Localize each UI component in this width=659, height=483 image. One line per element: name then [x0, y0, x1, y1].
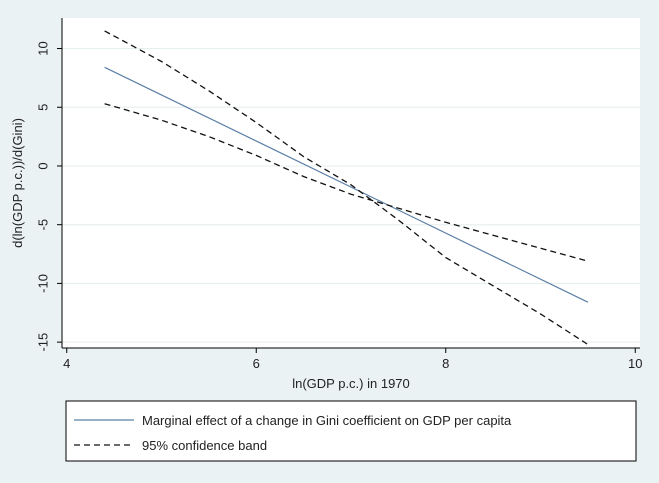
- ci-lower-line: [104, 103, 589, 262]
- y-tick-label: -10: [35, 274, 50, 293]
- marginal-effect-line: [104, 66, 589, 303]
- series-layer: [104, 30, 589, 346]
- x-tick-label: 8: [442, 356, 449, 371]
- y-tick-label: -5: [35, 219, 50, 231]
- plot-area: [62, 18, 640, 348]
- x-tick-label: 6: [253, 356, 260, 371]
- y-tick-label: 0: [35, 162, 50, 169]
- y-tick-label: 10: [35, 41, 50, 55]
- y-tick-label: 5: [35, 104, 50, 111]
- y-axis-title: d(ln(GDP p.c.))/d(Gini): [10, 118, 25, 248]
- y-tick-label: -15: [35, 333, 50, 352]
- ci-upper-line: [104, 30, 589, 346]
- legend-box: [65, 400, 637, 462]
- x-tick-label: 10: [628, 356, 642, 371]
- tick-layer: -15 -10 -5 0 5 10 4 6 8 10: [35, 41, 642, 371]
- legend-label-2: 95% confidence band: [142, 438, 267, 453]
- legend-label-1: Marginal effect of a change in Gini coef…: [142, 413, 512, 428]
- grid-lines: [62, 48, 640, 343]
- x-tick-label: 4: [63, 356, 70, 371]
- x-axis-title: ln(GDP p.c.) in 1970: [292, 376, 410, 391]
- legend: Marginal effect of a change in Gini coef…: [65, 400, 637, 462]
